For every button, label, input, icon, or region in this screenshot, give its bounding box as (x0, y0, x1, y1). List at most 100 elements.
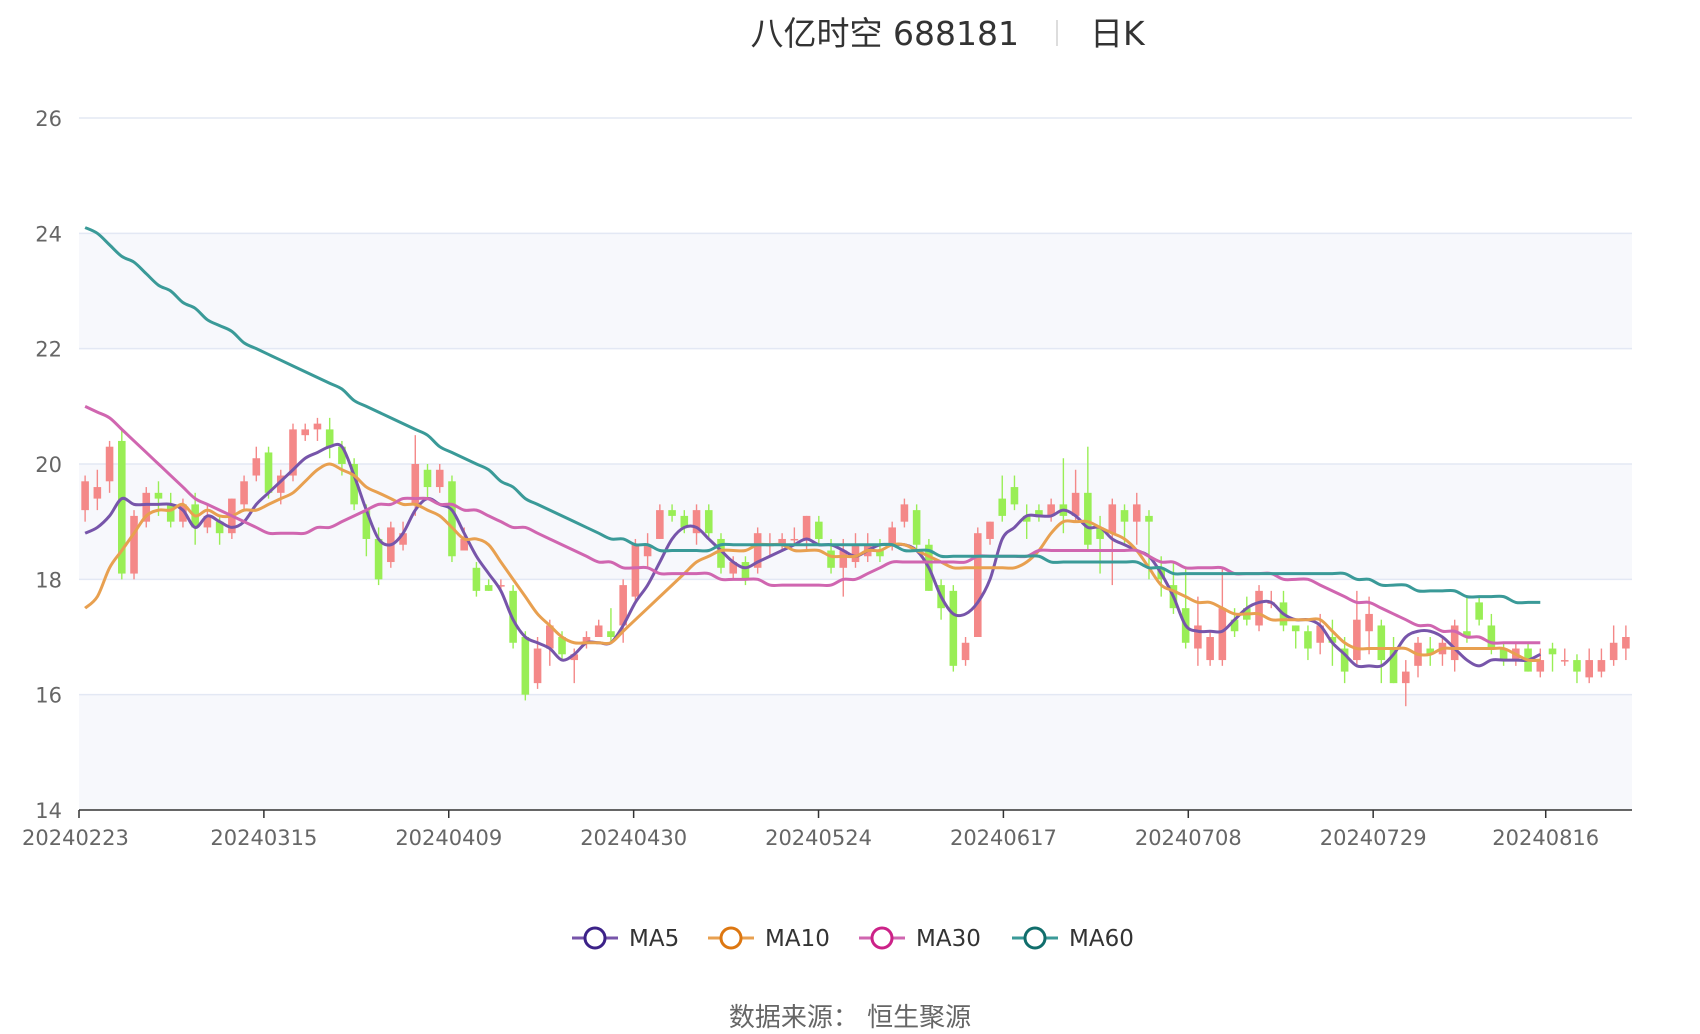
candle[interactable] (521, 631, 530, 701)
candle[interactable] (448, 475, 456, 563)
candle[interactable] (839, 538, 848, 597)
candle[interactable] (1010, 475, 1019, 511)
candle[interactable] (81, 475, 89, 522)
y-tick-label: 18 (35, 568, 62, 592)
candle[interactable] (1597, 648, 1606, 678)
candle[interactable] (1047, 498, 1055, 522)
candle[interactable] (643, 533, 652, 568)
candle-body (1194, 625, 1202, 649)
candle-body (582, 637, 591, 643)
candle[interactable] (1304, 625, 1312, 661)
candle[interactable] (1132, 492, 1141, 545)
candle[interactable] (435, 464, 444, 493)
candle[interactable] (1377, 619, 1386, 684)
candle[interactable] (1206, 631, 1214, 666)
legend-item-ma5[interactable]: MA5 (572, 926, 679, 952)
candle-body (998, 498, 1007, 516)
candle[interactable] (631, 538, 640, 603)
candle[interactable] (1035, 504, 1043, 522)
candle[interactable] (729, 556, 738, 580)
candle[interactable] (900, 498, 909, 528)
candle[interactable] (1499, 642, 1508, 666)
candle[interactable] (594, 619, 603, 637)
candle[interactable] (411, 435, 420, 516)
candle[interactable] (1450, 619, 1459, 672)
candle[interactable] (1291, 625, 1300, 649)
candle[interactable] (973, 527, 982, 637)
candle[interactable] (240, 475, 248, 511)
candle[interactable] (717, 533, 725, 574)
candle[interactable] (815, 515, 823, 545)
candle[interactable] (1071, 469, 1080, 522)
candle[interactable] (986, 521, 994, 545)
candle[interactable] (1548, 642, 1557, 672)
candle[interactable] (350, 458, 358, 511)
candle[interactable] (851, 533, 860, 568)
candle[interactable] (680, 510, 689, 534)
candle[interactable] (1585, 648, 1593, 684)
candle[interactable] (1463, 596, 1471, 643)
candle[interactable] (325, 417, 334, 459)
candle[interactable] (1609, 625, 1618, 666)
candle-body (1132, 504, 1141, 522)
candle[interactable] (93, 469, 102, 511)
candle[interactable] (778, 533, 786, 551)
candle[interactable] (1108, 498, 1117, 586)
legend-item-ma10[interactable]: MA10 (708, 926, 830, 952)
candle[interactable] (582, 631, 591, 649)
candle[interactable] (1475, 596, 1483, 626)
candle[interactable] (1560, 648, 1569, 666)
candle-body (313, 423, 322, 430)
candle[interactable] (533, 637, 542, 689)
candle[interactable] (1438, 637, 1447, 666)
candle[interactable] (668, 504, 676, 522)
candle[interactable] (130, 510, 138, 580)
candle[interactable] (1401, 660, 1410, 707)
candle[interactable] (1524, 642, 1532, 672)
candle[interactable] (753, 527, 762, 574)
candle[interactable] (1414, 637, 1422, 678)
candle[interactable] (105, 440, 114, 493)
candle-body (289, 429, 297, 476)
candle[interactable] (607, 608, 615, 643)
candle[interactable] (961, 637, 970, 666)
candle[interactable] (949, 585, 958, 672)
candle[interactable] (912, 504, 921, 551)
candle-body (619, 585, 627, 626)
candle[interactable] (1218, 567, 1227, 666)
candle[interactable] (484, 579, 493, 591)
candle[interactable] (1426, 637, 1435, 666)
candle[interactable] (1255, 585, 1263, 632)
candle[interactable] (692, 504, 701, 545)
legend[interactable]: MA5 MA10 MA30 MA60 (572, 926, 1134, 952)
candle[interactable] (1340, 637, 1349, 684)
legend-item-ma60[interactable]: MA60 (1012, 926, 1134, 952)
candle-body (692, 510, 701, 534)
candle[interactable] (118, 429, 126, 580)
candle[interactable] (790, 527, 799, 545)
candle[interactable] (1022, 504, 1031, 539)
candle[interactable] (1536, 648, 1545, 678)
candle[interactable] (399, 521, 407, 551)
candle[interactable] (1096, 515, 1104, 574)
candle[interactable] (1622, 625, 1630, 661)
candle[interactable] (301, 423, 310, 441)
legend-label: MA30 (916, 926, 981, 952)
candle-body (252, 458, 261, 476)
candle[interactable] (704, 504, 713, 539)
candle[interactable] (423, 464, 432, 499)
candle[interactable] (313, 417, 322, 441)
y-tick-label: 24 (35, 222, 62, 246)
candle[interactable] (142, 487, 151, 528)
candle[interactable] (656, 504, 664, 539)
candle-body (435, 469, 444, 488)
candle[interactable] (1573, 654, 1581, 684)
candle[interactable] (252, 446, 261, 482)
candle[interactable] (1389, 637, 1398, 684)
candle[interactable] (264, 446, 273, 499)
candle[interactable] (1365, 596, 1373, 655)
candle[interactable] (472, 562, 481, 597)
legend-item-ma30[interactable]: MA30 (859, 926, 981, 952)
candle[interactable] (998, 475, 1007, 522)
candle[interactable] (1084, 446, 1092, 551)
